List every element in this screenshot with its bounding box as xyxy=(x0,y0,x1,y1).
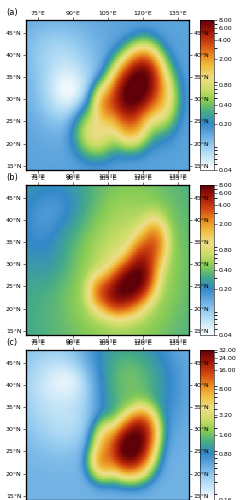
Text: (c): (c) xyxy=(6,338,17,347)
Text: (a): (a) xyxy=(6,8,18,17)
Text: (b): (b) xyxy=(6,173,18,182)
